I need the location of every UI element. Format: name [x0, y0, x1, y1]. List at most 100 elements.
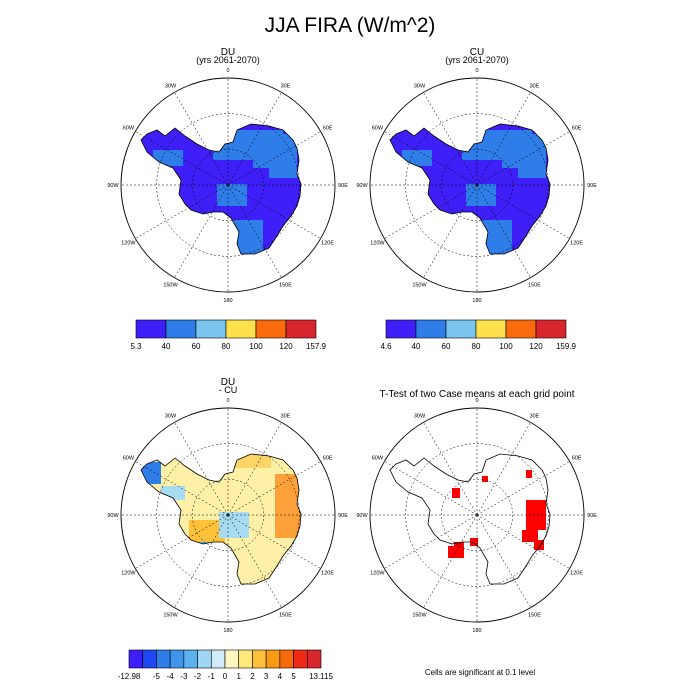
field-patch: [253, 152, 273, 168]
field-patch: [402, 150, 432, 166]
longitude-label: 180: [472, 628, 481, 634]
longitude-label: 150E: [279, 613, 292, 619]
colorbar-swatch: [385, 319, 417, 339]
longitude-label: 0: [226, 68, 229, 74]
map-boundary: [369, 407, 585, 623]
field-patch: [153, 150, 183, 166]
colorbar-swatch: [197, 649, 212, 669]
colorbar-tick-label: 100: [249, 342, 263, 351]
meridian-line: [476, 184, 570, 239]
colorbar-swatch: [169, 649, 185, 669]
significant-cell: [522, 530, 538, 542]
latitude-circle: [405, 113, 549, 257]
longitude-label: 90E: [338, 513, 348, 519]
colorbar-swatch: [225, 319, 257, 339]
longitude-label: 150W: [163, 613, 178, 619]
colorbar-tick-label: 13.115: [309, 672, 333, 681]
field-patch: [269, 134, 297, 178]
meridian-line: [227, 514, 321, 569]
colorbar-tick-label: 3: [264, 672, 269, 681]
colorbar-swatch: [195, 319, 227, 339]
colorbar-swatch: [183, 649, 198, 669]
meridian-line: [227, 131, 321, 186]
colorbar-swatch: [279, 649, 294, 669]
colorbar-tick-label: 40: [162, 342, 171, 351]
longitude-label: 150E: [279, 283, 292, 289]
coastline: [389, 123, 551, 255]
colorbar-tick-label: -1: [208, 672, 216, 681]
colorbar-swatch: [505, 319, 537, 339]
longitude-label: 120W: [121, 241, 136, 247]
colorbar-swatch: [252, 649, 267, 669]
meridian-line: [423, 422, 478, 516]
meridian-line: [476, 422, 531, 516]
colorbar-tick-label: 80: [472, 342, 481, 351]
coastline: [140, 123, 302, 255]
longitude-label: 150E: [528, 283, 541, 289]
longitude-label: 30W: [414, 413, 426, 419]
colorbar-swatch: [128, 649, 144, 669]
panel-title-ttest: T-Test of two Case means at each grid po…: [379, 389, 575, 400]
longitude-label: 90W: [107, 183, 119, 189]
longitude-label: 60W: [372, 126, 384, 132]
latitude-circle: [405, 443, 549, 587]
meridian-line: [227, 92, 282, 186]
colorbar-tick-label: 120: [279, 342, 293, 351]
colorbar-tick-label: 120: [529, 342, 543, 351]
colorbar-swatch: [210, 649, 226, 669]
longitude-label: 90W: [107, 513, 119, 519]
meridian-line: [227, 184, 282, 278]
colorbar-tick-label: 4.6: [380, 342, 392, 351]
longitude-label: 150E: [528, 613, 541, 619]
meridian-line: [423, 184, 478, 278]
longitude-label: 120E: [321, 571, 334, 577]
latitude-circle: [441, 479, 513, 551]
longitude-label: 150W: [163, 283, 178, 289]
significant-cell: [452, 488, 460, 498]
meridian-line: [423, 514, 478, 608]
map-boundary: [120, 407, 336, 623]
longitude-label: 30E: [281, 83, 291, 89]
latitude-circle: [156, 113, 300, 257]
colorbar-cu: 4.6 40 60 80 100 120 159.9: [380, 319, 577, 351]
meridian-line: [476, 184, 531, 278]
significant-cell: [482, 476, 488, 482]
colorbar-tick-label: -4: [167, 672, 175, 681]
longitude-label: 120E: [570, 241, 583, 247]
polar-map-difference: 0 30E 60E 90E 120E 150E 180 150W 120W 90W 60W 30W: [107, 398, 348, 634]
field-patch: [502, 152, 522, 168]
colorbar-swatch: [238, 649, 253, 669]
meridian-line: [227, 514, 282, 608]
field-patch: [466, 184, 496, 206]
significance-note: Cells are significant at 0.1 level: [424, 668, 536, 677]
colorbar-tick-label: 157.9: [306, 342, 327, 351]
field-patch-warm: [275, 474, 301, 538]
meridian-line: [135, 184, 229, 239]
colorbar-swatch: [535, 319, 567, 339]
meridian-line: [174, 514, 229, 608]
panel-title-diff: DU: [220, 377, 236, 388]
longitude-label: 90W: [356, 513, 368, 519]
significant-cell: [534, 540, 544, 550]
colorbar-tick-label: 159.9: [556, 342, 577, 351]
field-patch: [217, 184, 247, 206]
longitude-label: 30E: [530, 413, 540, 419]
meridian-line: [384, 514, 478, 569]
significant-cell: [454, 542, 464, 550]
colorbar-du: 5.3 40 60 80 100 120 157.9: [130, 319, 327, 351]
latitude-circle: [192, 149, 264, 221]
colorbar-tick-label: 60: [192, 342, 201, 351]
longitude-label: 150W: [412, 283, 427, 289]
map-boundary: [369, 77, 585, 293]
colorbar-swatch: [445, 319, 477, 339]
longitude-label: 30E: [530, 83, 540, 89]
colorbar-swatch: [142, 649, 157, 669]
colorbar-difference: -12.98 -5 -4 -3 -2 -1 0 1 2 3 4 5 13.115: [118, 649, 333, 681]
longitude-label: 60W: [372, 456, 384, 462]
colorbar-swatch: [255, 319, 287, 339]
meridian-line: [476, 92, 531, 186]
field-patch: [518, 134, 546, 178]
longitude-label: 60W: [123, 126, 135, 132]
significant-cell: [526, 470, 532, 478]
coastline: [140, 453, 302, 585]
